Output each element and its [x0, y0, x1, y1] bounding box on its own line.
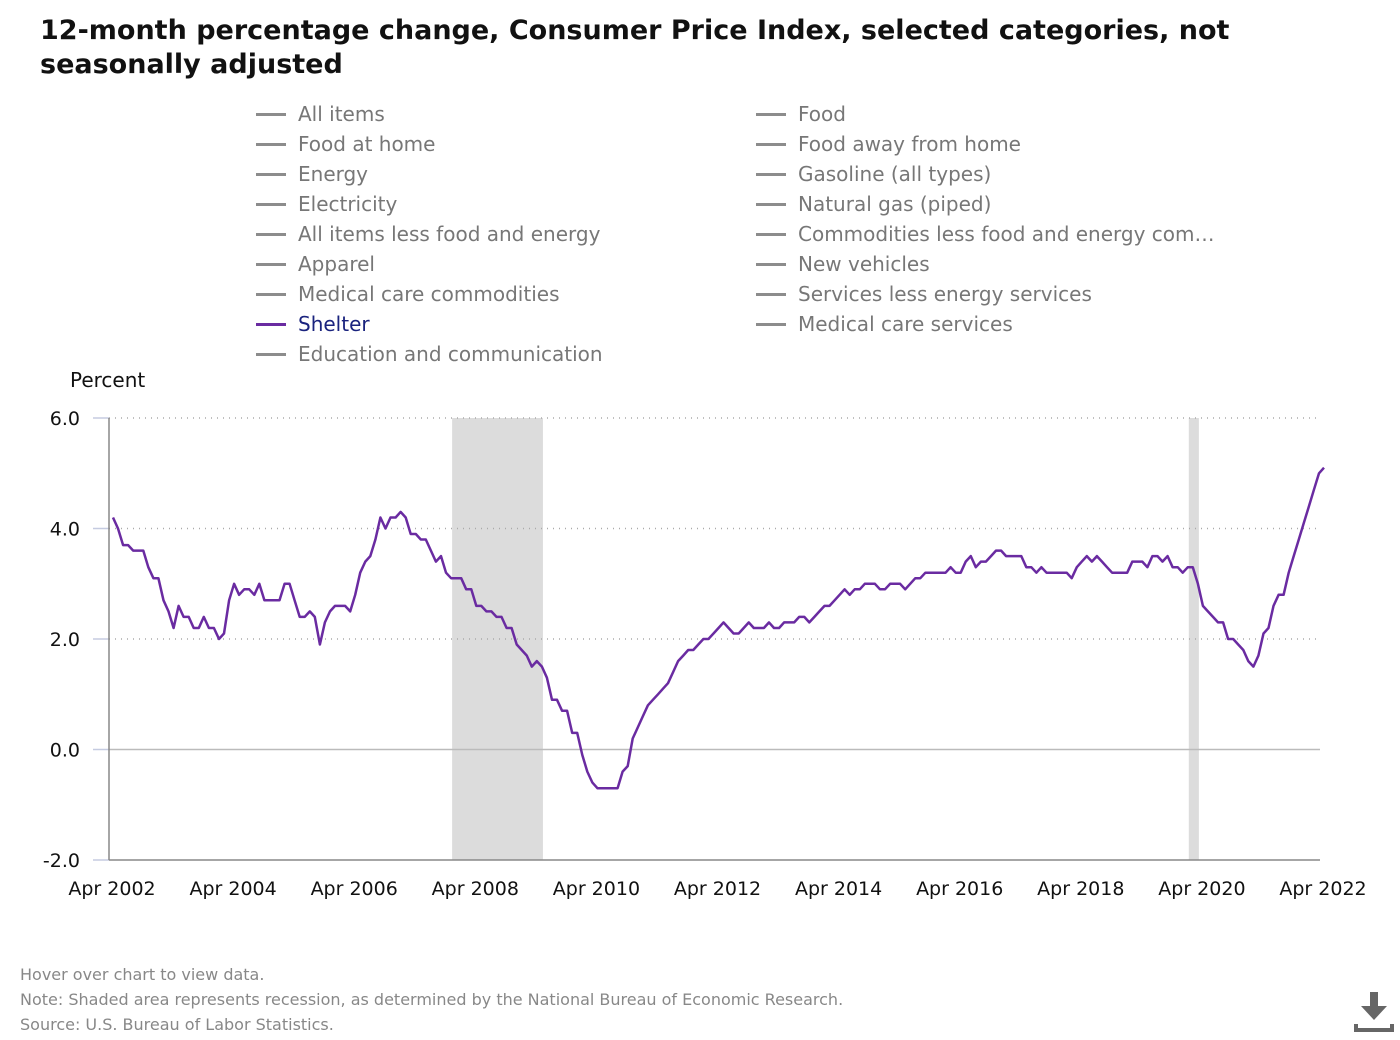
legend-label: Apparel [298, 252, 375, 276]
legend-item[interactable]: Food at home [256, 131, 435, 157]
legend: All items Food at home Energy Electricity Al… [0, 0, 1400, 380]
gridlines [93, 417, 1320, 861]
legend-swatch [256, 352, 286, 356]
x-tick-label: Apr 2006 [311, 878, 398, 900]
legend-item[interactable]: New vehicles [756, 251, 930, 277]
legend-item[interactable]: Gasoline (all types) [756, 161, 991, 187]
legend-item[interactable]: Services less energy services [756, 281, 1092, 307]
legend-swatch [256, 292, 286, 296]
series-line-shelter[interactable] [111, 466, 1325, 790]
legend-item[interactable]: Food [756, 101, 846, 127]
recession-shading [452, 418, 1199, 860]
x-tick-label: Apr 2022 [1279, 878, 1366, 900]
legend-swatch [756, 322, 786, 326]
x-tick-label: Apr 2010 [553, 878, 640, 900]
legend-item[interactable]: Commodities less food and energy com… [756, 221, 1215, 247]
x-tick-labels: Apr 2002 Apr 2004 Apr 2006 Apr 2008 Apr 2010… [68, 878, 1366, 900]
x-tick-label: Apr 2012 [674, 878, 761, 900]
legend-swatch [756, 142, 786, 146]
legend-swatch [756, 172, 786, 176]
x-tick-label: Apr 2008 [432, 878, 519, 900]
y-tick-label: 6.0 [50, 408, 80, 430]
y-tick-label: 2.0 [50, 629, 80, 651]
legend-swatch [256, 232, 286, 236]
legend-label: All items [298, 102, 385, 126]
legend-item[interactable]: Energy [256, 161, 368, 187]
legend-item[interactable]: All items [256, 101, 385, 127]
legend-item[interactable]: Apparel [256, 251, 375, 277]
recession-band [1188, 418, 1199, 860]
legend-swatch [256, 112, 286, 116]
legend-swatch [756, 262, 786, 266]
legend-swatch [256, 172, 286, 176]
y-tick-label: 4.0 [50, 519, 80, 541]
source-note: Source: U.S. Bureau of Labor Statistics. [20, 1015, 334, 1034]
y-tick-labels: 6.0 4.0 2.0 0.0 -2.0 [43, 408, 80, 872]
legend-label: Energy [298, 162, 369, 186]
x-tick-label: Apr 2014 [795, 878, 882, 900]
chart-notes: Hover over chart to view data. Note: Sha… [20, 962, 843, 1037]
y-tick-label: -2.0 [43, 850, 80, 872]
recession-note: Note: Shaded area represents recession, … [20, 990, 844, 1009]
legend-item[interactable]: Electricity [256, 191, 397, 217]
legend-item[interactable]: Natural gas (piped) [756, 191, 991, 217]
legend-label: Medical care commodities [298, 282, 560, 306]
legend-item[interactable]: Medical care services [756, 311, 1013, 337]
legend-swatch [756, 292, 786, 296]
legend-swatch [756, 112, 786, 116]
recession-band [452, 418, 543, 860]
legend-swatch [756, 202, 786, 206]
legend-label: Natural gas (piped) [798, 192, 992, 216]
x-tick-label: Apr 2018 [1037, 878, 1124, 900]
legend-swatch [256, 202, 286, 206]
line-chart[interactable]: 6.04.02.00.0-2.0 Apr 2002 Apr 2004 Apr 200… [0, 0, 1400, 940]
legend-item[interactable]: Food away from home [756, 131, 1021, 157]
x-tick-label: Apr 2016 [916, 878, 1003, 900]
legend-swatch [756, 232, 786, 236]
legend-item[interactable]: Education and communication [256, 341, 603, 367]
legend-item[interactable]: Medical care commodities [256, 281, 559, 307]
legend-label: All items less food and energy [298, 222, 601, 246]
y-axis-label: Percent [70, 368, 146, 392]
legend-label: Gasoline (all types) [798, 162, 992, 186]
legend-label: Commodities less food and energy com… [798, 222, 1215, 246]
x-tick-label: Apr 2004 [189, 878, 276, 900]
legend-label: Electricity [298, 192, 398, 216]
legend-label: Education and communication [298, 342, 603, 366]
download-icon[interactable] [1352, 990, 1396, 1034]
legend-item[interactable]: Shelter [256, 311, 370, 337]
legend-label: Food away from home [798, 132, 1021, 156]
series-lines [111, 466, 1325, 790]
y-tick-label: 0.0 [50, 740, 80, 762]
x-tick-label: Apr 2020 [1158, 878, 1245, 900]
legend-label: Medical care services [798, 312, 1013, 336]
legend-swatch [256, 322, 286, 326]
x-tick-label: Apr 2002 [68, 878, 155, 900]
legend-label: New vehicles [798, 252, 930, 276]
legend-swatch [256, 142, 286, 146]
axes [108, 418, 1320, 861]
hover-hint: Hover over chart to view data. [20, 965, 265, 984]
legend-swatch [256, 262, 286, 266]
legend-label: Food at home [298, 132, 436, 156]
legend-item[interactable]: All items less food and energy [256, 221, 600, 247]
legend-label: Shelter [298, 312, 370, 336]
legend-label: Food [798, 102, 846, 126]
legend-label: Services less energy services [798, 282, 1092, 306]
chart-title: 12-month percentage change, Consumer Pri… [40, 15, 1230, 80]
